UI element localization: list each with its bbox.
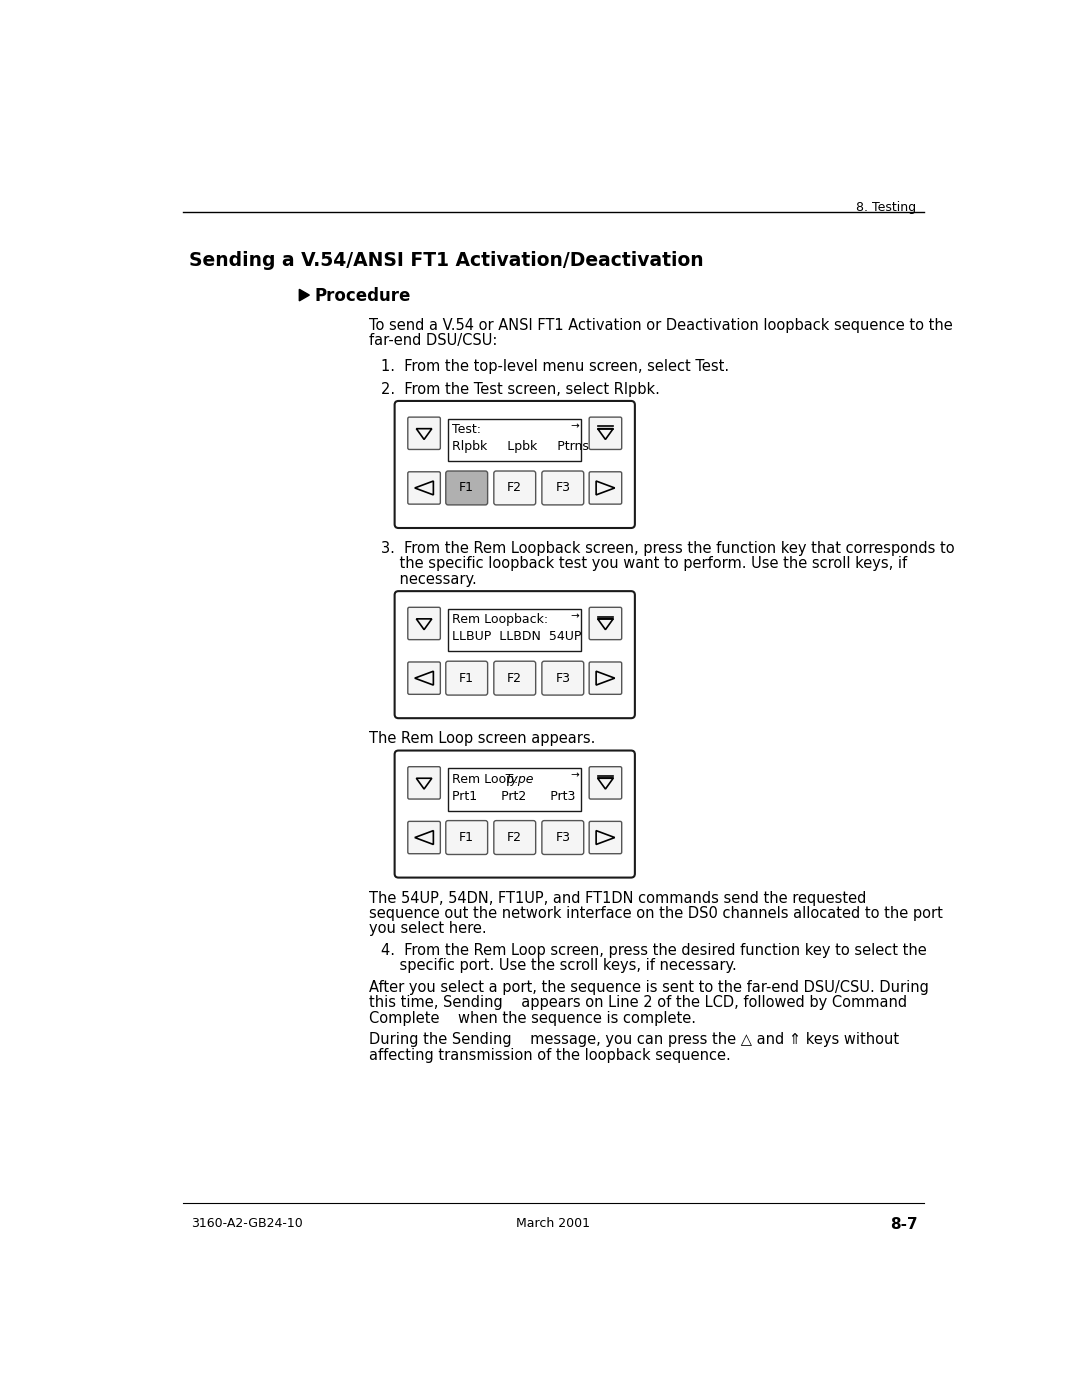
FancyBboxPatch shape: [446, 820, 488, 855]
FancyBboxPatch shape: [494, 820, 536, 855]
FancyBboxPatch shape: [448, 768, 581, 810]
Text: Type: Type: [504, 773, 535, 787]
FancyBboxPatch shape: [408, 821, 441, 854]
Text: Rem Loopback:: Rem Loopback:: [451, 613, 549, 626]
Text: F1: F1: [459, 482, 474, 495]
Text: The 54UP, 54DN, FT1UP, and FT1DN commands send the requested: The 54UP, 54DN, FT1UP, and FT1DN command…: [369, 891, 866, 905]
FancyBboxPatch shape: [448, 419, 581, 461]
FancyBboxPatch shape: [494, 471, 536, 504]
Text: F2: F2: [508, 831, 523, 844]
Text: The Rem Loop screen appears.: The Rem Loop screen appears.: [369, 731, 595, 746]
FancyBboxPatch shape: [446, 661, 488, 696]
Text: To send a V.54 or ANSI FT1 Activation or Deactivation loopback sequence to the: To send a V.54 or ANSI FT1 Activation or…: [369, 317, 953, 332]
FancyBboxPatch shape: [408, 767, 441, 799]
FancyBboxPatch shape: [448, 609, 581, 651]
Text: F1: F1: [459, 672, 474, 685]
FancyBboxPatch shape: [408, 608, 441, 640]
Text: Test:: Test:: [451, 423, 481, 436]
Text: far-end DSU/CSU:: far-end DSU/CSU:: [369, 334, 498, 348]
FancyBboxPatch shape: [590, 662, 622, 694]
Text: 2.  From the Test screen, select Rlpbk.: 2. From the Test screen, select Rlpbk.: [381, 381, 660, 397]
Text: Sending a V.54/ANSI FT1 Activation/Deactivation: Sending a V.54/ANSI FT1 Activation/Deact…: [189, 251, 704, 270]
Text: F3: F3: [555, 831, 570, 844]
Text: After you select a port, the sequence is sent to the far-end DSU/CSU. During: After you select a port, the sequence is…: [369, 979, 929, 995]
Text: F2: F2: [508, 482, 523, 495]
FancyBboxPatch shape: [408, 472, 441, 504]
FancyBboxPatch shape: [542, 820, 583, 855]
Text: Complete    when the sequence is complete.: Complete when the sequence is complete.: [369, 1011, 696, 1025]
Text: LLBUP  LLBDN  54UP: LLBUP LLBDN 54UP: [451, 630, 581, 644]
FancyBboxPatch shape: [394, 750, 635, 877]
Text: →: →: [570, 610, 579, 622]
FancyBboxPatch shape: [494, 661, 536, 696]
FancyBboxPatch shape: [408, 662, 441, 694]
Text: this time, Sending    appears on Line 2 of the LCD, followed by Command: this time, Sending appears on Line 2 of …: [369, 996, 907, 1010]
Text: F2: F2: [508, 672, 523, 685]
Polygon shape: [299, 289, 309, 300]
Text: Prt1      Prt2      Prt3: Prt1 Prt2 Prt3: [451, 789, 576, 803]
Text: 4.  From the Rem Loop screen, press the desired function key to select the: 4. From the Rem Loop screen, press the d…: [381, 943, 928, 958]
FancyBboxPatch shape: [408, 418, 441, 450]
Text: you select here.: you select here.: [369, 922, 487, 936]
Text: the specific loopback test you want to perform. Use the scroll keys, if: the specific loopback test you want to p…: [381, 556, 907, 571]
FancyBboxPatch shape: [590, 767, 622, 799]
FancyBboxPatch shape: [542, 471, 583, 504]
Text: Procedure: Procedure: [314, 286, 410, 305]
Text: 8-7: 8-7: [890, 1217, 918, 1232]
Text: →: →: [570, 420, 579, 430]
Text: F3: F3: [555, 672, 570, 685]
Text: Rem Loop:: Rem Loop:: [451, 773, 523, 787]
FancyBboxPatch shape: [394, 401, 635, 528]
Text: 1.  From the top-level menu screen, select Test.: 1. From the top-level menu screen, selec…: [381, 359, 730, 373]
Text: F3: F3: [555, 482, 570, 495]
Text: 8. Testing: 8. Testing: [856, 201, 916, 214]
Text: March 2001: March 2001: [516, 1217, 591, 1231]
Text: 3.  From the Rem Loopback screen, press the function key that corresponds to: 3. From the Rem Loopback screen, press t…: [381, 541, 955, 556]
FancyBboxPatch shape: [590, 821, 622, 854]
FancyBboxPatch shape: [590, 608, 622, 640]
Text: sequence out the network interface on the DS0 channels allocated to the port: sequence out the network interface on th…: [369, 907, 943, 921]
Text: Rlpbk     Lpbk     Ptrns: Rlpbk Lpbk Ptrns: [451, 440, 589, 453]
FancyBboxPatch shape: [446, 471, 488, 504]
Text: necessary.: necessary.: [381, 571, 477, 587]
Text: F1: F1: [459, 831, 474, 844]
Text: During the Sending    message, you can press the △ and ⇑ keys without: During the Sending message, you can pres…: [369, 1032, 900, 1048]
Text: affecting transmission of the loopback sequence.: affecting transmission of the loopback s…: [369, 1048, 731, 1063]
Text: specific port. Use the scroll keys, if necessary.: specific port. Use the scroll keys, if n…: [381, 958, 738, 974]
FancyBboxPatch shape: [542, 661, 583, 696]
FancyBboxPatch shape: [394, 591, 635, 718]
Text: →: →: [570, 771, 579, 781]
Text: 3160-A2-GB24-10: 3160-A2-GB24-10: [191, 1217, 302, 1231]
FancyBboxPatch shape: [590, 418, 622, 450]
FancyBboxPatch shape: [590, 472, 622, 504]
